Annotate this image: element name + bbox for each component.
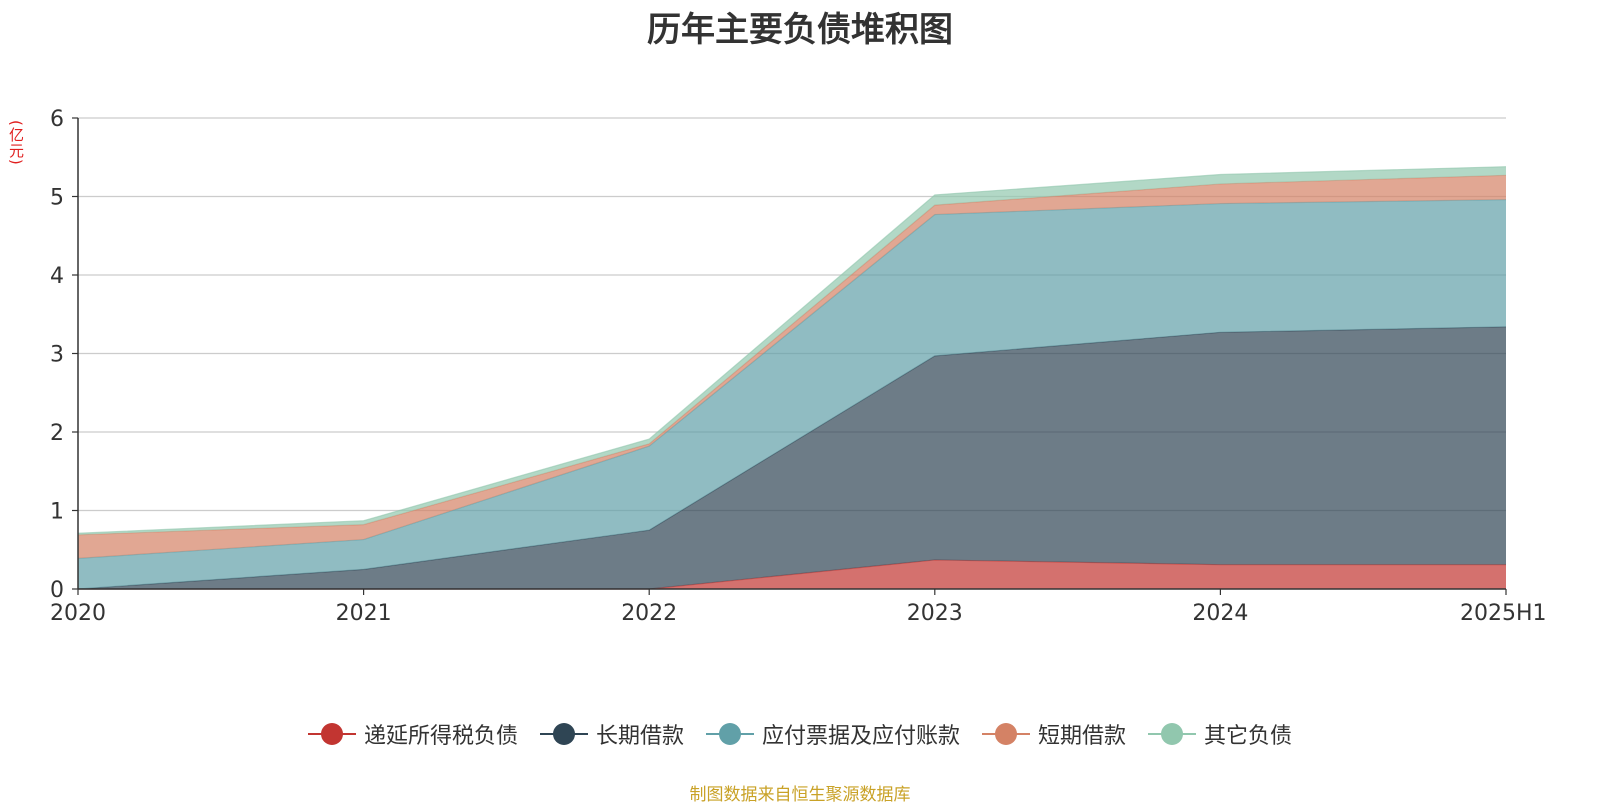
- legend-item[interactable]: 其它负债: [1148, 718, 1292, 750]
- y-axis-unit-label: (亿元): [7, 120, 25, 166]
- legend-label: 其它负债: [1204, 724, 1293, 749]
- y-tick-label: 2: [50, 421, 64, 446]
- legend-item[interactable]: 递延所得税负债: [307, 718, 518, 750]
- y-tick-label: 3: [50, 343, 64, 368]
- x-tick-label: 2024: [1192, 601, 1248, 626]
- legend-label: 长期借款: [595, 724, 684, 749]
- legend-item[interactable]: 短期借款: [982, 718, 1126, 750]
- legend: 递延所得税负债 长期借款 应付票据及应付账款 短期借款 其它负债: [0, 718, 1600, 750]
- y-tick-label: 1: [50, 500, 64, 525]
- x-tick-label: 2023: [907, 601, 963, 626]
- area-长期借款[interactable]: [78, 326, 1506, 589]
- legend-label: 递延所得税负债: [363, 724, 518, 749]
- chart-title: 历年主要负债堆积图: [647, 10, 953, 50]
- legend-item[interactable]: 应付票据及应付账款: [705, 718, 960, 750]
- axes: 0 1 2 3 4 5 6 2020 2021 2022 2023 2024 2025H1: [50, 107, 1547, 626]
- chart-plot: 0 1 2 3 4 5 6 2020 2021 2022 2023 2024 2025H1: [50, 107, 1547, 626]
- y-tick-label: 4: [50, 264, 64, 289]
- legend-marker-icon: [705, 721, 754, 747]
- y-tick-label: 6: [50, 107, 64, 132]
- area-应付票据及应付账款[interactable]: [78, 199, 1506, 589]
- x-tick-label: 2020: [50, 601, 106, 626]
- legend-marker-icon: [307, 721, 356, 747]
- area-series: [77, 166, 1507, 590]
- x-tick-label: 2022: [621, 601, 677, 626]
- legend-marker-icon: [1148, 721, 1197, 747]
- y-tick-label: 0: [50, 578, 64, 603]
- legend-marker-icon: [982, 721, 1030, 747]
- legend-marker-icon: [539, 721, 588, 747]
- legend-item[interactable]: 长期借款: [539, 718, 684, 750]
- x-tick-label: 2021: [336, 601, 392, 626]
- source-note: 制图数据来自恒生聚源数据库: [689, 785, 911, 805]
- legend-label: 应付票据及应付账款: [761, 724, 960, 749]
- series-line-其它负债: [77, 166, 1507, 534]
- x-tick-label: 2025H1: [1460, 601, 1547, 626]
- legend-label: 短期借款: [1038, 724, 1127, 749]
- y-tick-label: 5: [50, 186, 64, 211]
